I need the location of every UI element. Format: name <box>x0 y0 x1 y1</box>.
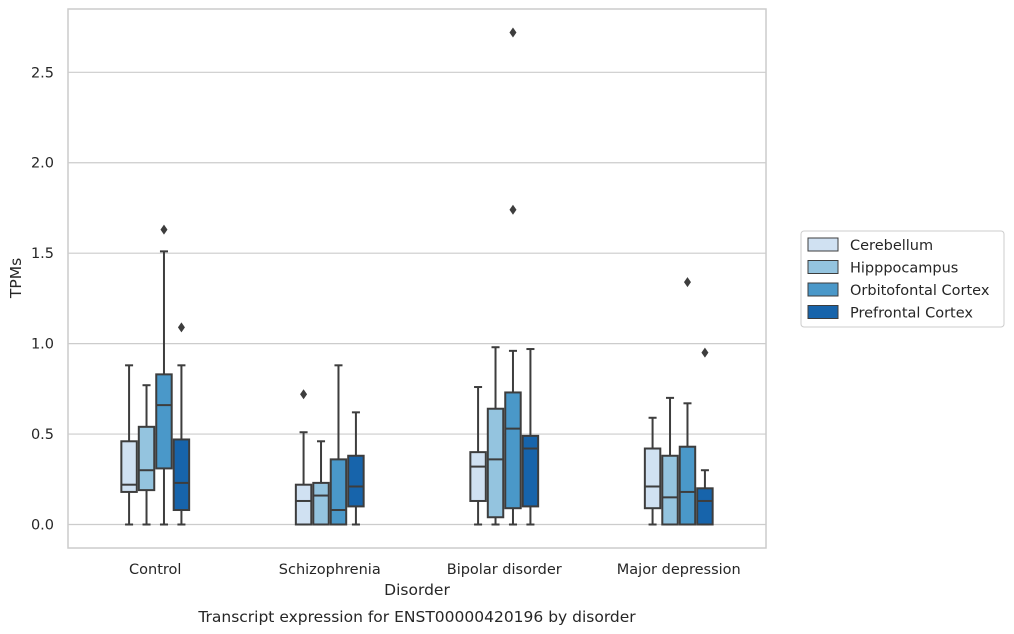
y-axis-title: TPMs <box>7 258 25 299</box>
legend-label: Orbitofontal Cortex <box>850 283 990 299</box>
box-1-3 <box>347 411 365 526</box>
box-3-1 <box>661 396 679 526</box>
box-iqr <box>137 425 156 492</box>
box-0-1 <box>137 384 156 526</box>
box-2-3 <box>521 348 540 526</box>
legend-label: Cerebellum <box>850 238 933 254</box>
x-tick-label: Major depression <box>617 562 741 578</box>
box-0-2 <box>155 224 173 526</box>
y-tick-label: 2.5 <box>31 65 54 81</box>
outlier-point <box>160 224 168 235</box>
legend: Cerebellum Hipppocampus Orbitofontal Corte… <box>800 230 1005 328</box>
box-iqr <box>294 483 313 526</box>
legend-frame <box>800 230 1005 328</box>
box-groups <box>120 27 714 526</box>
box-iqr <box>504 391 522 510</box>
x-tick-label: Schizophrenia <box>279 562 381 578</box>
box-iqr <box>172 438 191 512</box>
box-3-2 <box>678 277 697 526</box>
y-tick-label: 1.5 <box>31 246 54 262</box>
legend-swatch <box>807 282 839 297</box>
box-iqr <box>329 458 348 526</box>
box-iqr <box>312 481 330 526</box>
y-tick-label: 1.0 <box>31 337 54 353</box>
legend-swatch <box>807 237 839 252</box>
x-axis-ticks: Control Schizophrenia Bipolar disorder Majo… <box>129 562 741 578</box>
box-iqr <box>486 407 505 519</box>
x-axis-title: Disorder <box>384 581 450 599</box>
box-1-0 <box>294 389 313 526</box>
outlier-point <box>509 204 517 215</box>
outlier-point <box>701 347 709 358</box>
box-iqr <box>120 440 138 493</box>
box-0-3 <box>172 322 191 526</box>
legend-label: Hipppocampus <box>850 261 958 277</box>
box-iqr <box>661 454 679 526</box>
y-axis-ticks: 0.0 0.5 1.0 1.5 2.0 2.5 <box>31 65 54 533</box>
box-iqr <box>521 434 540 508</box>
x-tick-label: Control <box>129 562 181 578</box>
legend-swatch <box>807 260 839 274</box>
y-tick-label: 0.0 <box>31 517 54 533</box>
box-2-2 <box>504 27 522 526</box>
box-iqr <box>155 373 173 470</box>
outlier-point <box>509 27 517 38</box>
box-iqr <box>469 451 487 502</box>
box-1-2 <box>329 364 348 526</box>
box-0-0 <box>120 364 138 526</box>
y-tick-label: 0.5 <box>31 427 54 443</box>
outlier-point <box>300 389 308 400</box>
box-3-3 <box>696 347 714 526</box>
box-3-0 <box>643 416 662 526</box>
legend-swatch <box>807 305 839 319</box>
box-iqr <box>696 487 714 526</box>
x-tick-label: Bipolar disorder <box>447 562 562 578</box>
box-iqr <box>643 447 662 510</box>
box-iqr <box>347 454 365 508</box>
y-tick-label: 2.0 <box>31 156 54 172</box>
box-2-0 <box>469 386 487 526</box>
outlier-point <box>683 277 691 288</box>
legend-label: Prefrontal Cortex <box>850 306 973 322</box>
box-2-1 <box>486 346 505 526</box>
chart-caption: Transcript expression for ENST0000042019… <box>197 608 636 626</box>
box-iqr <box>678 445 697 526</box>
box-1-1 <box>312 440 330 526</box>
plot-area-frame <box>67 8 767 549</box>
outlier-point <box>177 322 185 333</box>
